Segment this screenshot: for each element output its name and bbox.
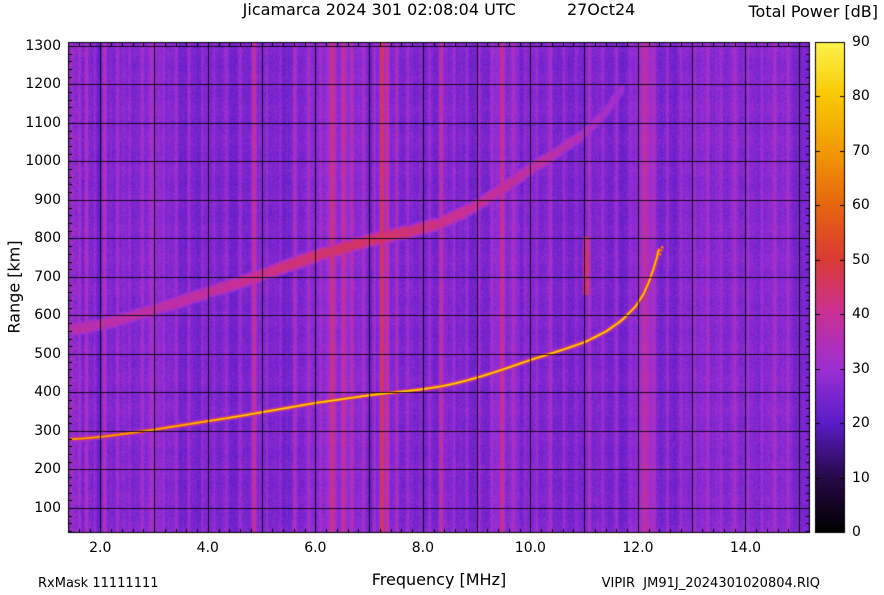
x-tick-label: 8.0 — [411, 540, 434, 556]
y-tick-label: 600 — [34, 307, 61, 324]
colorbar-tick-label: 30 — [852, 360, 870, 377]
colorbar-tick-label: 70 — [852, 142, 870, 159]
y-tick-label: 1300 — [25, 37, 61, 54]
x-tick-label: 10.0 — [514, 540, 546, 556]
plot-title: Jicamarca 2024 301 02:08:04 UTC — [242, 0, 516, 19]
x-axis-label: Frequency [MHz] — [371, 570, 507, 589]
title-row: Jicamarca 2024 301 02:08:04 UTC 27Oct24 — [68, 0, 810, 19]
y-tick-label: 1000 — [25, 153, 61, 170]
y-tick-label: 100 — [34, 499, 61, 516]
x-tick-label: 2.0 — [89, 540, 112, 556]
y-tick-label: 1200 — [25, 76, 61, 93]
colorbar-tick-label: 80 — [852, 88, 870, 105]
y-tick-label: 300 — [34, 422, 61, 439]
y-tick-label: 1100 — [25, 114, 61, 131]
y-tick-label: 400 — [34, 384, 61, 401]
y-tick-label: 200 — [34, 461, 61, 478]
file-name-label: VIPIR JM91J_2024301020804.RIQ — [601, 576, 820, 591]
colorbar-tick-label: 60 — [852, 197, 870, 214]
plot-date: 27Oct24 — [566, 0, 636, 19]
colorbar-title: Total Power [dB] — [748, 2, 878, 21]
x-tick-label: 6.0 — [304, 540, 327, 556]
colorbar-tick-label: 90 — [852, 34, 870, 50]
x-tick-label: 14.0 — [729, 540, 762, 556]
y-tick-label: 500 — [34, 345, 61, 362]
rx-mask-label: RxMask 11111111 — [38, 576, 159, 591]
y-tick-label: 800 — [34, 230, 61, 247]
colorbar-tick-label: 10 — [852, 469, 870, 486]
y-tick-label: 900 — [34, 191, 61, 208]
x-tick-label: 4.0 — [196, 540, 219, 556]
x-tick-label: 12.0 — [622, 540, 654, 556]
colorbar-tick-label: 40 — [852, 306, 870, 323]
colorbar-tick-label: 0 — [852, 524, 861, 540]
colorbar-tick-label: 50 — [852, 251, 870, 268]
colorbar-tick-label: 20 — [852, 415, 870, 432]
y-tick-label: 700 — [34, 268, 61, 285]
